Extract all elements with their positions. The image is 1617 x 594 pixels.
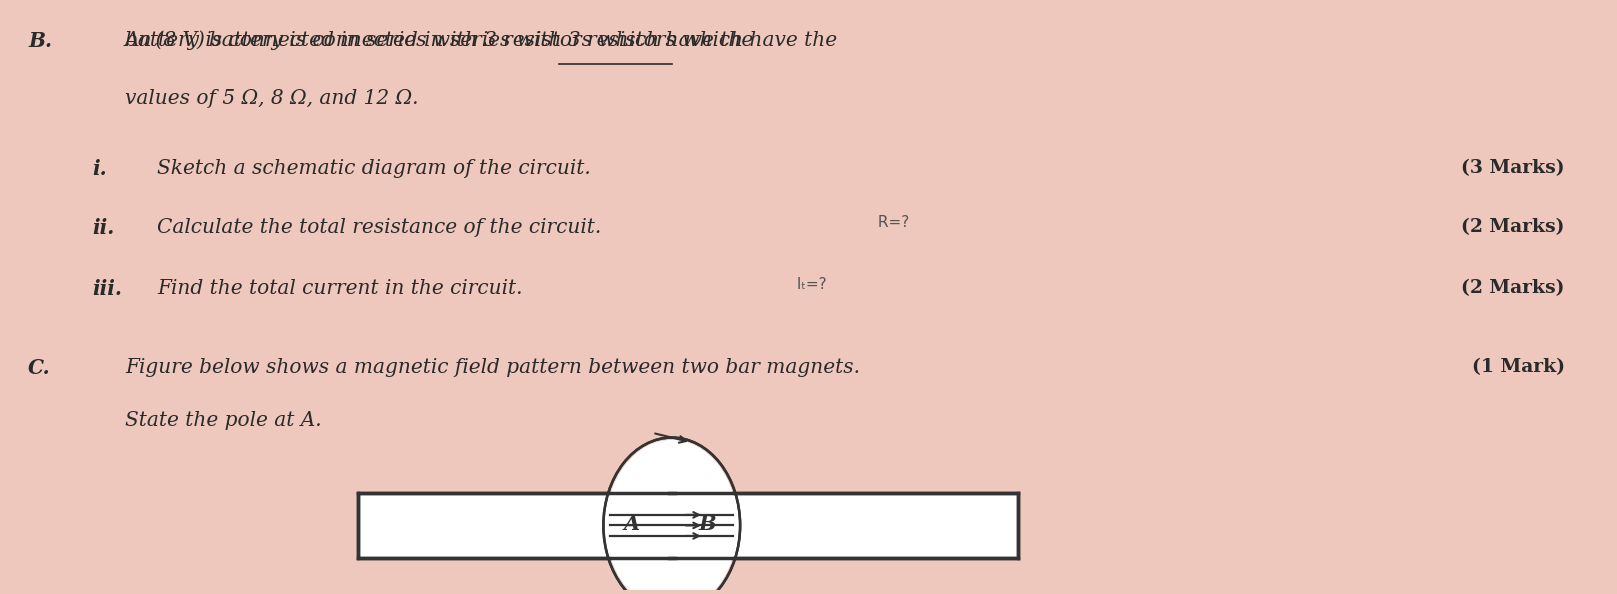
Text: battery is connected in series with 3 resistors which have the: battery is connected in series with 3 re…	[125, 30, 754, 49]
Text: An (8 V) battery is connected in series with 3 resistors which have the: An (8 V) battery is connected in series …	[125, 30, 838, 50]
Text: (2 Marks): (2 Marks)	[1462, 218, 1565, 236]
Text: (2 Marks): (2 Marks)	[1462, 279, 1565, 298]
Text: i.: i.	[92, 159, 107, 179]
Text: Find the total current in the circuit.: Find the total current in the circuit.	[157, 279, 522, 298]
Text: values of 5 Ω, 8 Ω, and 12 Ω.: values of 5 Ω, 8 Ω, and 12 Ω.	[125, 89, 419, 108]
Text: Iₜ=?: Iₜ=?	[792, 276, 826, 292]
Bar	[671, 493, 1017, 558]
Text: (1 Mark): (1 Mark)	[1471, 359, 1565, 377]
Text: B.: B.	[27, 30, 52, 50]
Text: R=?: R=?	[873, 215, 909, 230]
Text: iii.: iii.	[92, 279, 123, 299]
Text: ii.: ii.	[92, 218, 115, 238]
Text: Calculate the total resistance of the circuit.: Calculate the total resistance of the ci…	[157, 218, 602, 237]
Text: (3 Marks): (3 Marks)	[1462, 159, 1565, 178]
Ellipse shape	[606, 440, 737, 594]
Text: State the pole at A.: State the pole at A.	[125, 411, 322, 430]
Text: Sketch a schematic diagram of the circuit.: Sketch a schematic diagram of the circui…	[157, 159, 590, 178]
Text: B: B	[699, 514, 716, 534]
Text: Figure below shows a magnetic field pattern between two bar magnets.: Figure below shows a magnetic field patt…	[125, 359, 860, 378]
Bar	[357, 493, 671, 558]
Text: C.: C.	[27, 359, 50, 378]
Text: A: A	[624, 514, 640, 534]
